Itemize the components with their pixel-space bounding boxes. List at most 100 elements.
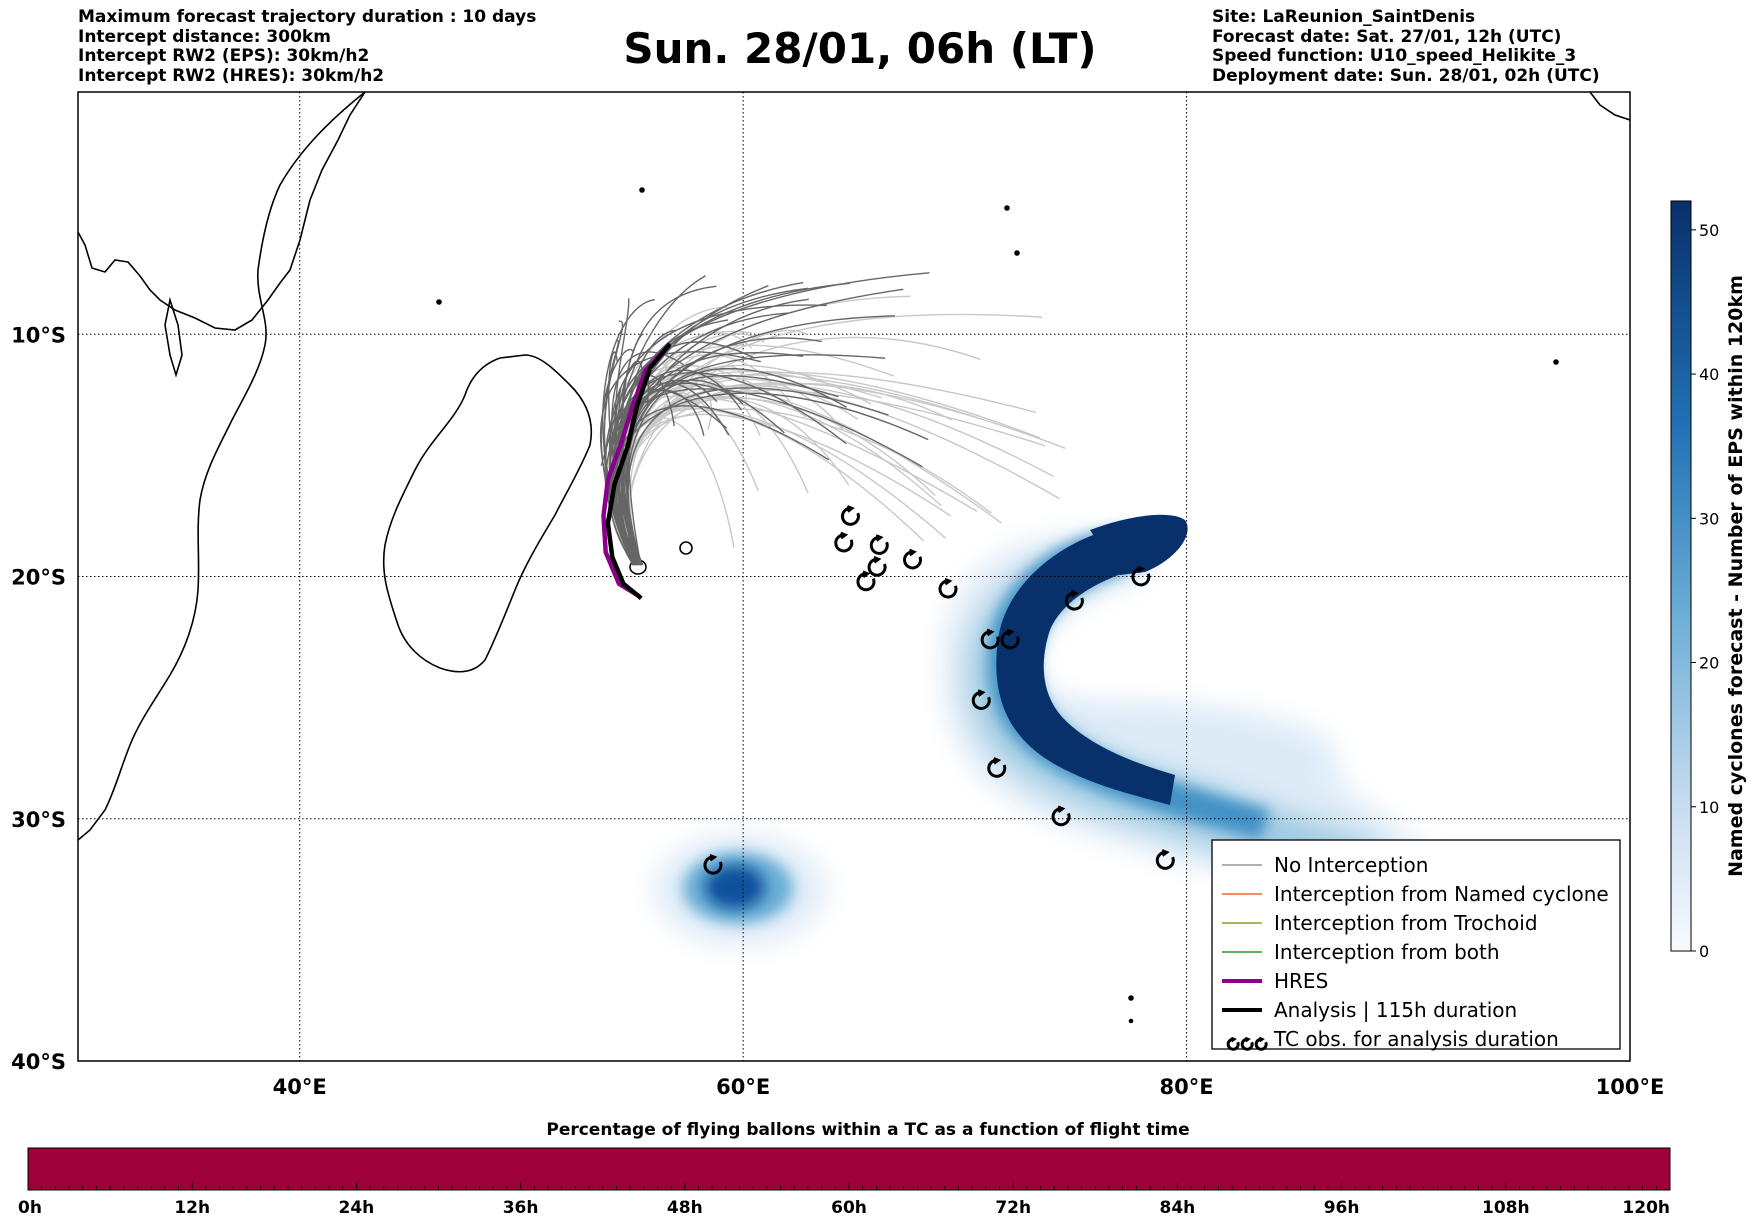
eps-track [626, 368, 847, 566]
y-tick-label: 30°S [11, 808, 66, 832]
coast-madagascar [382, 354, 593, 673]
page-title: Sun. 28/01, 06h (LT) [623, 24, 1097, 73]
analysis-trajectory [605, 342, 672, 601]
eps-track [627, 387, 889, 566]
x-tick-label: 40°E [273, 1075, 327, 1099]
coast-islet [639, 187, 645, 193]
legend-item-label: Interception from Named cyclone [1274, 882, 1609, 906]
colorbar-ramp [1670, 200, 1692, 952]
header-right-info: Site: LaReunion_SaintDenis Forecast date… [1212, 7, 1600, 86]
timebar-tick-label: 84h [1160, 1198, 1196, 1218]
coast-islet [1128, 995, 1134, 1001]
x-tick-label: 100°E [1596, 1075, 1665, 1099]
tc-symbol-icon [840, 505, 860, 526]
tc-symbol-icon [1051, 805, 1071, 827]
x-tick-label: 80°E [1160, 1075, 1214, 1099]
colorbar-tick-label: 40 [1699, 365, 1719, 384]
tc-symbol-icon [856, 570, 876, 592]
coast-lake [164, 296, 183, 378]
map-area: No Interception Interception from Named c… [78, 92, 1630, 1061]
header-deployment-date: Deployment date: Sun. 28/01, 02h (UTC) [1212, 65, 1600, 86]
header-forecast-date: Forecast date: Sat. 27/01, 12h (UTC) [1212, 26, 1562, 47]
timebar-tick-label: 108h [1482, 1198, 1530, 1218]
tc-symbol-icon [1254, 1036, 1268, 1051]
colorbar-tick-label: 0 [1699, 942, 1709, 961]
tc-symbol-icon [867, 556, 887, 577]
map-frame [77, 91, 1631, 1062]
timebar-tick-label: 72h [995, 1198, 1031, 1218]
colorbar-tick-label: 10 [1699, 798, 1719, 817]
legend: No Interception Interception from Named c… [1211, 839, 1621, 1051]
timebar-tick-label: 60h [831, 1198, 867, 1218]
timebar-tick-label: 36h [503, 1198, 539, 1218]
tc-symbol-icon [903, 548, 922, 570]
legend-box [1211, 839, 1621, 1050]
y-tick-label: 10°S [11, 323, 66, 347]
coast-africa-horn [78, 92, 366, 331]
colorbar-tick-label: 30 [1699, 509, 1719, 528]
timebar-tick-label: 0h [18, 1198, 42, 1218]
timebar-tick-label: 96h [1324, 1198, 1360, 1218]
tc-symbol-icon [1131, 565, 1151, 587]
density-south-core [705, 865, 765, 909]
header-speed-function: Speed function: U10_speed_Helikite_3 [1212, 46, 1577, 66]
coast-africa-east [78, 92, 366, 841]
header-site: Site: LaReunion_SaintDenis [1212, 7, 1476, 27]
header-intercept-eps: Intercept RW2 (EPS): 30km/h2 [78, 46, 370, 66]
timebar-tick-label: 48h [667, 1198, 703, 1218]
tc-symbol-icon [869, 534, 889, 555]
coast-mauritius [679, 541, 693, 555]
coast-islet [436, 299, 442, 305]
coast-islet [1014, 250, 1020, 256]
tc-symbol-icon [703, 853, 723, 875]
header-intercept-distance: Intercept distance: 300km [78, 26, 331, 47]
density-mid [969, 550, 1380, 880]
coastlines [78, 92, 1630, 1024]
coast-islet [1004, 205, 1010, 211]
eps-track [615, 360, 644, 566]
coast-islet [1553, 359, 1559, 365]
colorbar-tick-label: 20 [1699, 654, 1719, 673]
y-tick-label: 20°S [11, 566, 66, 590]
y-tick-label: 40°S [11, 1050, 66, 1074]
tc-symbol-icon [834, 531, 854, 553]
legend-item-label: No Interception [1274, 853, 1428, 877]
x-tick-label: 60°E [716, 1075, 770, 1099]
timebar: Percentage of flying ballons within a TC… [18, 1120, 1671, 1218]
tc-symbol-icon [1240, 1036, 1254, 1051]
tc-symbol-icon [938, 577, 958, 599]
coast-islet [1128, 1018, 1134, 1024]
timebar-tick-label: 12h [174, 1198, 210, 1218]
colorbar: 0 10 20 30 40 50 Named cyclones forecast - Num… [1670, 200, 1747, 961]
timebar-title: Percentage of flying ballons within a TC… [546, 1120, 1189, 1140]
legend-item-label: Analysis | 115h duration [1274, 998, 1517, 1022]
legend-item-label: HRES [1274, 969, 1328, 993]
density-core-top [1090, 514, 1188, 575]
header-intercept-hres: Intercept RW2 (HRES): 30km/h2 [78, 65, 385, 86]
density-core [996, 527, 1175, 805]
coast-east-corner [1589, 92, 1630, 121]
legend-item-label: TC obs. for analysis duration [1273, 1027, 1559, 1051]
timebar-tick-label: 24h [339, 1198, 375, 1218]
colorbar-title: Named cyclones forecast - Number of EPS … [1725, 275, 1747, 877]
header-left-info: Maximum forecast trajectory duration : 1… [78, 7, 537, 86]
tc-symbol-icon [980, 628, 1000, 650]
tc-symbol-icon [987, 757, 1007, 778]
cyclone-density-field [655, 514, 1440, 945]
tc-symbol-icon [1064, 589, 1084, 611]
tc-symbol-icon [971, 689, 991, 710]
legend-item-label: Interception from Trochoid [1274, 911, 1538, 935]
tc-symbol-icon [1000, 628, 1020, 650]
eps-track [600, 387, 635, 566]
header-duration: Maximum forecast trajectory duration : 1… [78, 7, 537, 27]
tc-observations [703, 505, 1175, 875]
graticule [78, 92, 1630, 1061]
timebar-tick-label: 120h [1622, 1198, 1670, 1218]
tc-symbol-icon [1226, 1036, 1240, 1051]
eps-track [602, 298, 655, 566]
legend-item-label: Interception from both [1274, 940, 1500, 964]
map-axis-labels: 40°E 60°E 80°E 100°E 10°S 20°S 30°S 40°S [11, 323, 1664, 1099]
colorbar-tick-label: 50 [1699, 221, 1719, 240]
tc-symbol-icon [1155, 849, 1175, 870]
